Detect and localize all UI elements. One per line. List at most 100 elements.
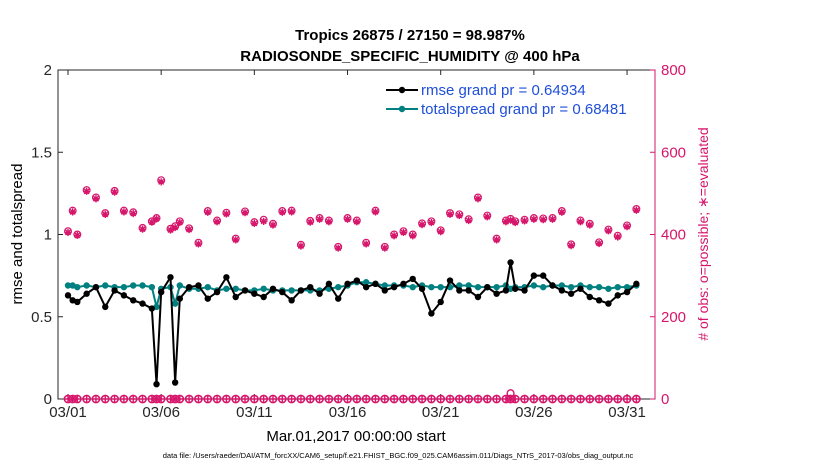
data-file-footer: data file: /Users/raeder/DAI/ATM_forcXX/… bbox=[163, 451, 634, 460]
obs-evaluated-point-54 bbox=[530, 215, 538, 223]
y-left-tick-label-3: 1.5 bbox=[31, 144, 52, 161]
obs-baseline-star-8 bbox=[130, 396, 137, 402]
obs-baseline-star-27 bbox=[288, 396, 295, 402]
obs-baseline-star-6 bbox=[111, 396, 118, 402]
totalspread-point-55 bbox=[539, 283, 547, 291]
obs-baseline-star-4 bbox=[92, 396, 99, 402]
y-left-tick-label-1: 0.5 bbox=[31, 309, 52, 326]
obs-baseline-point-39 bbox=[399, 394, 408, 404]
obs-baseline-point-35 bbox=[361, 394, 371, 404]
obs-evaluated-point-2 bbox=[73, 231, 81, 239]
obs-evaluated-point-9 bbox=[138, 225, 147, 233]
totalspread-point-64 bbox=[623, 283, 631, 291]
obs-baseline-star-24 bbox=[260, 396, 267, 402]
obs-evaluated-point-8 bbox=[129, 209, 137, 218]
rmse-point-0 bbox=[64, 292, 72, 299]
obs-baseline-point-31 bbox=[324, 394, 334, 404]
obs-baseline-point-56 bbox=[548, 394, 557, 404]
obs-evaluated-point-22 bbox=[241, 209, 249, 217]
obs-baseline-star-7 bbox=[120, 396, 127, 402]
obs-evaluated-point-12 bbox=[157, 178, 165, 186]
totalspread-point-15 bbox=[176, 282, 184, 289]
obs-baseline-point-42 bbox=[426, 394, 436, 404]
obs-baseline-star-56 bbox=[549, 396, 556, 402]
obs-baseline-star-61 bbox=[596, 396, 603, 402]
obs-evaluated-point-62 bbox=[604, 227, 613, 235]
rmse-point-25 bbox=[269, 285, 277, 292]
x-axis-label: Mar.01,2017 00:00:00 start bbox=[266, 428, 446, 445]
obs-baseline-point-29 bbox=[305, 394, 315, 404]
rmse-point-29 bbox=[307, 283, 314, 291]
obs-baseline-point-54 bbox=[529, 394, 539, 404]
rmse-point-34 bbox=[353, 277, 361, 284]
obs-baseline-point-8 bbox=[128, 394, 138, 404]
obs-evaluated-point-23 bbox=[250, 219, 258, 227]
obs-baseline-star-28 bbox=[297, 396, 304, 402]
obs-baseline-star-32 bbox=[335, 396, 342, 402]
obs-baseline-point-25 bbox=[268, 394, 278, 404]
rmse-point-56 bbox=[549, 282, 556, 289]
obs-evaluated-point-13 bbox=[166, 226, 175, 234]
obs-evaluated-point-28 bbox=[297, 242, 305, 250]
obs-baseline-star-19 bbox=[214, 396, 221, 402]
obs-baseline-star-65 bbox=[633, 396, 640, 402]
legend-rmse-marker bbox=[398, 86, 406, 94]
obs-evaluated-point-53 bbox=[520, 217, 529, 225]
obs-baseline-point-58 bbox=[566, 394, 576, 404]
obs-baseline-point-45 bbox=[454, 394, 464, 404]
rmse-point-12 bbox=[157, 288, 165, 296]
obs-evaluated-point-50 bbox=[502, 218, 510, 226]
obs-baseline-star-17 bbox=[195, 396, 202, 402]
obs-baseline-point-16 bbox=[184, 394, 194, 404]
obs-evaluated-point-11 bbox=[152, 215, 161, 223]
rmse-point-61 bbox=[595, 297, 603, 304]
obs-evaluated-point-31 bbox=[325, 218, 333, 226]
totalspread-point-49 bbox=[493, 283, 500, 291]
obs-evaluated-point-49 bbox=[493, 236, 501, 244]
obs-baseline-star-31 bbox=[325, 396, 332, 402]
obs-baseline-point-7 bbox=[119, 394, 129, 404]
obs-baseline-point-43 bbox=[436, 394, 446, 404]
rmse-point-55 bbox=[539, 272, 547, 279]
obs-evaluated-point-63 bbox=[614, 233, 622, 241]
totalspread-point-63 bbox=[614, 283, 621, 291]
obs-evaluated-point-61 bbox=[595, 239, 603, 248]
obs-baseline-point-44 bbox=[445, 394, 455, 404]
rmse-point-53 bbox=[521, 287, 528, 294]
obs-baseline-star-52 bbox=[512, 396, 519, 402]
obs-baseline-series bbox=[63, 389, 641, 404]
obs-baseline-star-36 bbox=[372, 396, 379, 402]
y-left-axis-ticks: 0 0.5 1 1.5 2 bbox=[31, 62, 63, 408]
obs-evaluated-series bbox=[64, 178, 640, 252]
obs-evaluated-point-1 bbox=[69, 208, 77, 216]
rmse-point-30 bbox=[316, 290, 323, 297]
y-left-tick-label-0: 0 bbox=[44, 391, 52, 408]
obs-evaluated-point-40 bbox=[409, 232, 417, 240]
obs-baseline-star-25 bbox=[269, 396, 276, 402]
obs-baseline-point-34 bbox=[352, 394, 362, 404]
y-right-tick-label-1: 200 bbox=[661, 309, 686, 326]
obs-baseline-star-60 bbox=[586, 396, 593, 402]
rmse-point-7 bbox=[120, 292, 128, 299]
rmse-point-2 bbox=[74, 298, 81, 306]
rmse-point-19 bbox=[213, 288, 221, 296]
totalspread-point-14 bbox=[171, 300, 179, 307]
obs-baseline-star-40 bbox=[409, 396, 416, 402]
obs-evaluated-point-4 bbox=[92, 195, 100, 203]
obs-baseline-star-30 bbox=[316, 396, 323, 402]
obs-evaluated-point-42 bbox=[427, 218, 435, 227]
obs-evaluated-point-48 bbox=[483, 213, 491, 221]
obs-baseline-star-44 bbox=[447, 396, 454, 402]
obs-evaluated-point-46 bbox=[465, 216, 473, 225]
obs-evaluated-point-29 bbox=[306, 218, 314, 226]
obs-evaluated-point-18 bbox=[204, 208, 212, 216]
x-tick-label-3: 03/16 bbox=[329, 404, 367, 421]
obs-evaluated-point-36 bbox=[371, 208, 380, 216]
rmse-point-58 bbox=[567, 290, 575, 297]
rmse-point-11 bbox=[153, 380, 160, 388]
totalspread-point-45 bbox=[456, 282, 463, 289]
y-right-axis-label: # of obs: o=possible; ∗=evaluated bbox=[695, 127, 711, 340]
obs-evaluated-point-14 bbox=[171, 223, 179, 232]
obs-evaluated-point-30 bbox=[315, 215, 324, 223]
obs-baseline-star-49 bbox=[493, 396, 500, 402]
